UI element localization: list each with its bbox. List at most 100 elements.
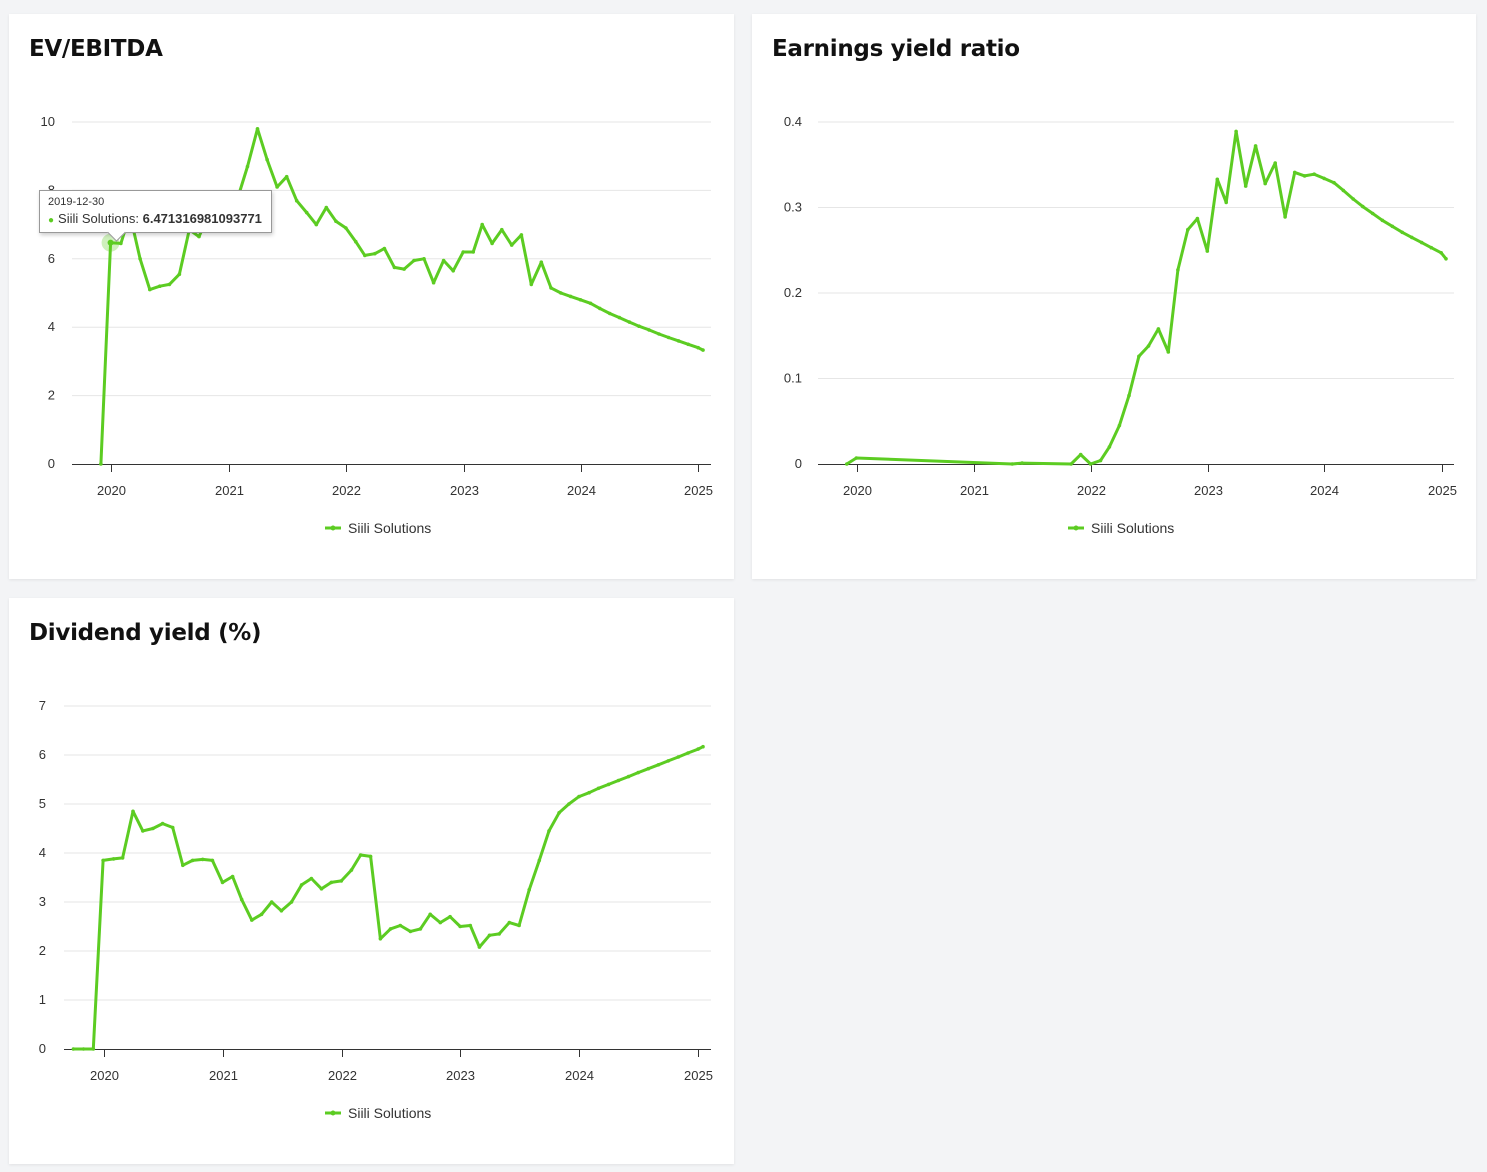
series-line (845, 129, 1448, 466)
x-tick-label: 2025 (684, 1068, 713, 1083)
y-tick-label: 1 (39, 992, 46, 1007)
data-point (1322, 176, 1326, 181)
data-point (1400, 230, 1404, 235)
data-point (255, 127, 260, 131)
x-tick-label: 2023 (446, 1068, 475, 1083)
data-point (1292, 170, 1297, 175)
y-tick-label: 3 (39, 894, 46, 909)
data-point (441, 258, 446, 263)
data-point (636, 770, 640, 775)
data-point (509, 243, 514, 247)
data-point (91, 1047, 96, 1051)
data-point (1205, 249, 1210, 253)
legend-label: Siili Solutions (348, 1105, 431, 1121)
data-point (627, 320, 632, 324)
data-point (289, 900, 294, 904)
x-tick-label: 2021 (215, 483, 244, 498)
data-point (368, 854, 373, 859)
x-tick-label: 2025 (1428, 483, 1457, 498)
chart-title: Dividend yield (%) (29, 620, 262, 646)
data-point (392, 265, 397, 270)
data-point (676, 339, 681, 343)
data-point (1243, 184, 1248, 188)
data-point (696, 345, 700, 350)
data-point (71, 1047, 76, 1051)
data-point (119, 241, 123, 246)
data-point (101, 858, 105, 863)
data-point (656, 763, 661, 767)
data-point (1332, 180, 1336, 185)
data-point (451, 269, 456, 273)
data-point (578, 298, 583, 302)
data-point (1380, 218, 1385, 223)
data-point (1088, 462, 1093, 466)
data-point (676, 755, 681, 759)
y-tick-label: 2 (48, 388, 55, 403)
data-point (265, 157, 269, 162)
data-point (1117, 423, 1122, 428)
data-point (519, 233, 524, 237)
y-tick-label: 0 (795, 456, 802, 471)
data-point (99, 462, 103, 466)
data-point (438, 920, 443, 925)
data-point (339, 879, 344, 883)
data-point (547, 829, 551, 833)
data-point (1429, 245, 1434, 250)
earnings-yield-chart[interactable]: 0 0.1 0.2 0.3 0.4 2020 2021 2022 2023 2024 2025 Sii… (752, 14, 1476, 579)
x-tick-label: 2023 (450, 483, 479, 498)
data-point (448, 914, 452, 919)
chart-title: EV/EBITDA (29, 36, 163, 62)
data-point (527, 888, 531, 892)
data-point (344, 226, 348, 230)
data-point (1341, 188, 1346, 193)
data-point (131, 809, 135, 814)
data-point (686, 751, 690, 755)
y-tick-label: 4 (48, 319, 55, 334)
data-point (626, 774, 631, 779)
data-point (422, 257, 426, 261)
data-point (138, 257, 142, 261)
data-point (284, 174, 289, 179)
data-point (378, 937, 383, 941)
data-point (259, 912, 264, 917)
y-tick-label: 0.3 (784, 200, 802, 215)
data-point (1176, 268, 1180, 272)
data-point (111, 857, 116, 861)
data-point (588, 301, 593, 306)
y-tick-label: 7 (39, 698, 46, 713)
legend-marker-icon (1073, 525, 1079, 531)
data-point (1419, 240, 1424, 245)
data-point (1302, 174, 1307, 178)
data-point (490, 241, 494, 246)
x-tick-label: 2021 (209, 1068, 238, 1083)
data-point (412, 258, 416, 263)
data-point (197, 234, 201, 239)
data-point (1444, 257, 1448, 261)
series-line (99, 127, 705, 466)
data-point (1410, 235, 1414, 240)
data-point (324, 205, 329, 210)
data-point (1253, 144, 1258, 148)
data-point (239, 897, 244, 902)
data-point (402, 267, 406, 271)
data-point (1351, 197, 1355, 201)
data-point (701, 744, 705, 749)
data-point (269, 900, 274, 904)
x-tick-label: 2022 (1077, 483, 1106, 498)
data-point (559, 291, 563, 295)
data-point (577, 794, 581, 799)
data-point (1156, 327, 1161, 331)
ev-ebitda-chart[interactable]: 0246810202020212022202320242025Siili Sol… (9, 14, 734, 579)
data-point (358, 853, 363, 857)
x-tick-label: 2022 (328, 1068, 357, 1083)
dividend-yield-card: Dividend yield (%) 0 1 2 3 4 5 6 7 2020 2021 2022 2… (9, 598, 734, 1164)
data-point (854, 456, 859, 460)
data-point (701, 348, 705, 352)
data-point (279, 909, 284, 913)
y-tick-label: 4 (39, 845, 46, 860)
dividend-yield-chart[interactable]: 0 1 2 3 4 5 6 7 2020 2021 2022 2023 2024 2025 Siili So… (9, 598, 734, 1164)
data-point (210, 858, 215, 863)
tooltip-series-name: Siili Solutions (58, 211, 136, 226)
series-dot-icon: ● (48, 215, 55, 226)
y-tick-label: 0.1 (784, 371, 802, 386)
